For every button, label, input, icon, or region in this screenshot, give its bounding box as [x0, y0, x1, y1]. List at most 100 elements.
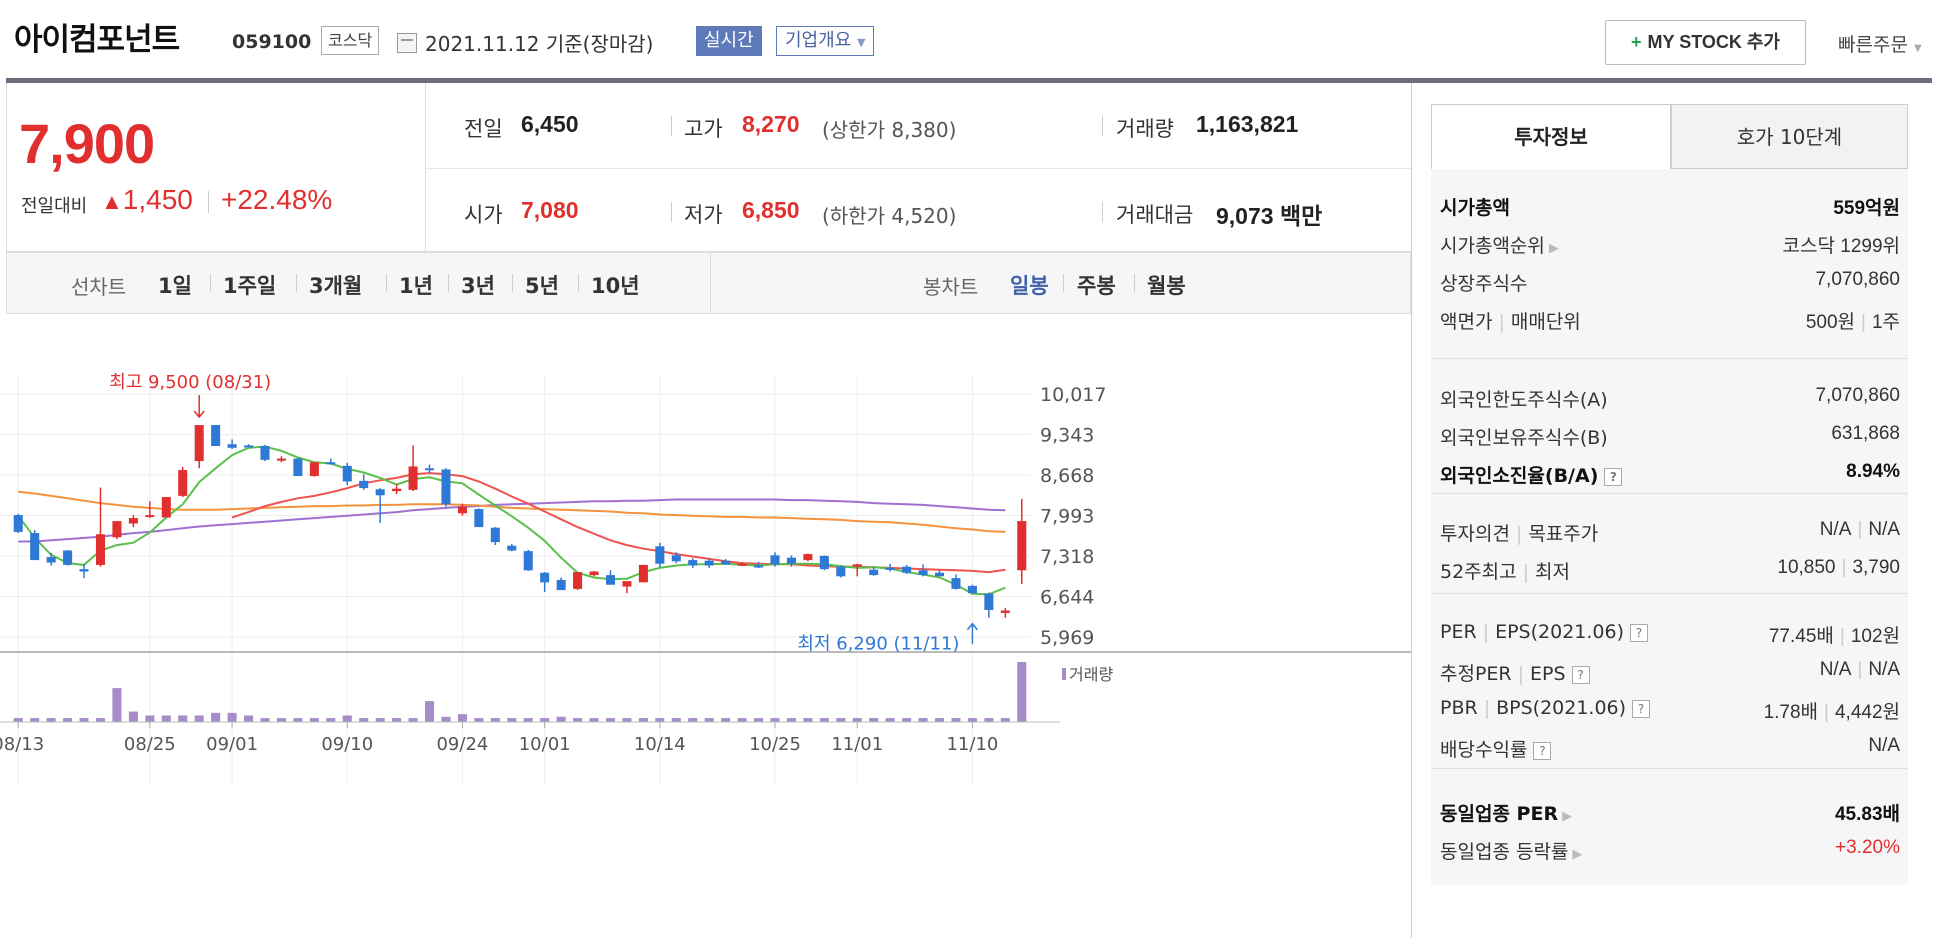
- add-my-stock-button[interactable]: + MY STOCK 추가: [1605, 20, 1806, 65]
- help-icon[interactable]: ?: [1632, 700, 1651, 718]
- divider: [1102, 116, 1103, 136]
- period-selector: 선차트 1일 1주일 3개월 1년 3년 5년 10년 봉차트 일봉 주봉 월봉: [6, 252, 1411, 314]
- ma-line-120: [18, 498, 1006, 543]
- high-annotation: 최고 9,500 (08/31): [109, 372, 271, 393]
- help-icon[interactable]: ?: [1533, 742, 1552, 760]
- candle-body: [540, 572, 550, 583]
- volume-bar: [655, 718, 665, 722]
- foreign-hold-label: 외국인보유주식수(B): [1440, 427, 1608, 449]
- volume-bar: [671, 718, 681, 722]
- candle-body: [556, 579, 566, 591]
- candle-body: [474, 509, 484, 528]
- opinion-label: 투자의견: [1440, 523, 1510, 545]
- candle-body: [902, 566, 912, 573]
- period-1y[interactable]: 1년: [399, 274, 433, 298]
- volume-bar: [638, 718, 648, 722]
- realtime-button[interactable]: 실시간: [696, 26, 762, 56]
- x-tick-label: 10/14: [634, 734, 686, 755]
- period-3m[interactable]: 3개월: [309, 274, 363, 298]
- period-3y[interactable]: 3년: [461, 274, 495, 298]
- candle-body: [145, 515, 155, 518]
- period-1d[interactable]: 1일: [158, 274, 192, 298]
- chart-annotations: 최고 9,500 (08/31) 최저 6,290 (11/11): [109, 372, 978, 655]
- tab-investment-info[interactable]: 투자정보: [1431, 104, 1671, 169]
- tab-order-book[interactable]: 호가 10단계: [1671, 104, 1908, 169]
- sector-change-value: +3.20%: [1835, 837, 1900, 858]
- sector-section: 동일업종 PER ▶ 45.83배 동일업종 등락률 ▶ +3.20%: [1431, 769, 1908, 885]
- opinion-value: N/A: [1819, 519, 1852, 540]
- cap-rank-label: 시가총액순위: [1440, 235, 1545, 257]
- period-1w[interactable]: 1주일: [223, 274, 277, 298]
- add-my-stock-label: MY STOCK 추가: [1647, 32, 1780, 52]
- candle-daily[interactable]: 일봉: [1010, 274, 1049, 298]
- volume-bar: [359, 718, 369, 722]
- stock-chart[interactable]: 52060120 최고 9,500 (08/31)최저 6,290 (11/11…: [0, 355, 1411, 938]
- candle-body: [490, 527, 500, 543]
- candle-body: [227, 444, 237, 448]
- candle-body: [30, 533, 40, 561]
- divider: [578, 274, 579, 292]
- candle-body: [951, 578, 961, 589]
- trade-unit-label: 매매단위: [1510, 311, 1581, 333]
- sector-change-row[interactable]: 동일업종 등락률 ▶ +3.20%: [1440, 837, 1900, 869]
- low-label: 저가: [684, 203, 723, 227]
- candle-monthly[interactable]: 월봉: [1147, 274, 1186, 298]
- stock-code: 059100: [232, 31, 312, 53]
- chevron-down-icon: ▼: [1913, 43, 1922, 54]
- sector-per-row[interactable]: 동일업종 PER ▶ 45.83배: [1440, 799, 1900, 831]
- volume-bar: [490, 718, 500, 722]
- plus-icon: +: [1631, 32, 1642, 52]
- ma-line-60: [18, 490, 1006, 533]
- divider: [386, 274, 387, 292]
- candle-body: [424, 468, 435, 471]
- listed-shares-value: 7,070,860: [1815, 269, 1900, 290]
- candle-body: [128, 518, 138, 524]
- candle-body: [836, 566, 846, 577]
- candle-body: [803, 554, 813, 561]
- y-tick-label: 9,343: [1040, 424, 1094, 446]
- company-name: 아이컴포넌트: [14, 22, 180, 58]
- company-overview-dropdown[interactable]: 기업개요 ▼: [776, 26, 875, 56]
- estimated-per-value: N/A: [1819, 659, 1852, 680]
- help-icon[interactable]: ?: [1571, 666, 1590, 684]
- sector-per-value: 45.83배: [1834, 804, 1900, 825]
- x-tick-label: 11/10: [946, 734, 998, 755]
- volume-bar: [556, 716, 566, 722]
- estimated-per-label: 추정PER: [1440, 663, 1512, 685]
- divider: [512, 274, 513, 292]
- candle-body: [244, 445, 254, 448]
- candle-body: [737, 563, 747, 566]
- calendar-icon: [397, 33, 417, 53]
- candle-body: [408, 466, 418, 490]
- y-tick-label: 7,993: [1040, 506, 1094, 528]
- par-value-row: 액면가 | 매매단위 500원 | 1주: [1440, 311, 1900, 333]
- candle-body: [852, 564, 862, 567]
- divider: [710, 253, 711, 313]
- help-icon[interactable]: ?: [1630, 624, 1648, 642]
- foreign-rate-value: 8.94%: [1846, 461, 1900, 482]
- week52-high-value: 10,850: [1777, 557, 1836, 578]
- candle-body: [211, 425, 221, 447]
- quick-order-menu[interactable]: 빠른주문 ▼: [1838, 30, 1922, 57]
- low-annotation: 최저 6,290 (11/11): [797, 634, 959, 655]
- foreign-rate-row: 외국인소진율(B/A)? 8.94%: [1440, 461, 1900, 493]
- open-label: 시가: [464, 203, 503, 227]
- foreign-hold-value: 631,868: [1831, 423, 1900, 444]
- candle-body: [786, 557, 796, 564]
- volume-bar: [145, 715, 155, 722]
- candle-body: [79, 569, 89, 572]
- candle-body: [638, 564, 648, 583]
- candle-body: [721, 560, 731, 565]
- line-chart-label: 선차트: [71, 275, 127, 299]
- candle-body: [770, 555, 780, 565]
- volume-bar: [803, 718, 813, 722]
- cap-rank-row[interactable]: 시가총액순위 ▶ 코스닥 1299위: [1440, 231, 1900, 263]
- candle-body: [161, 497, 171, 518]
- period-5y[interactable]: 5년: [525, 274, 559, 298]
- candle-weekly[interactable]: 주봉: [1077, 274, 1116, 298]
- upper-limit: (상한가 8,380): [822, 118, 957, 142]
- volume-bar: [737, 718, 747, 722]
- candle-body: [392, 488, 402, 492]
- period-10y[interactable]: 10년: [591, 274, 640, 298]
- help-icon[interactable]: ?: [1604, 468, 1623, 486]
